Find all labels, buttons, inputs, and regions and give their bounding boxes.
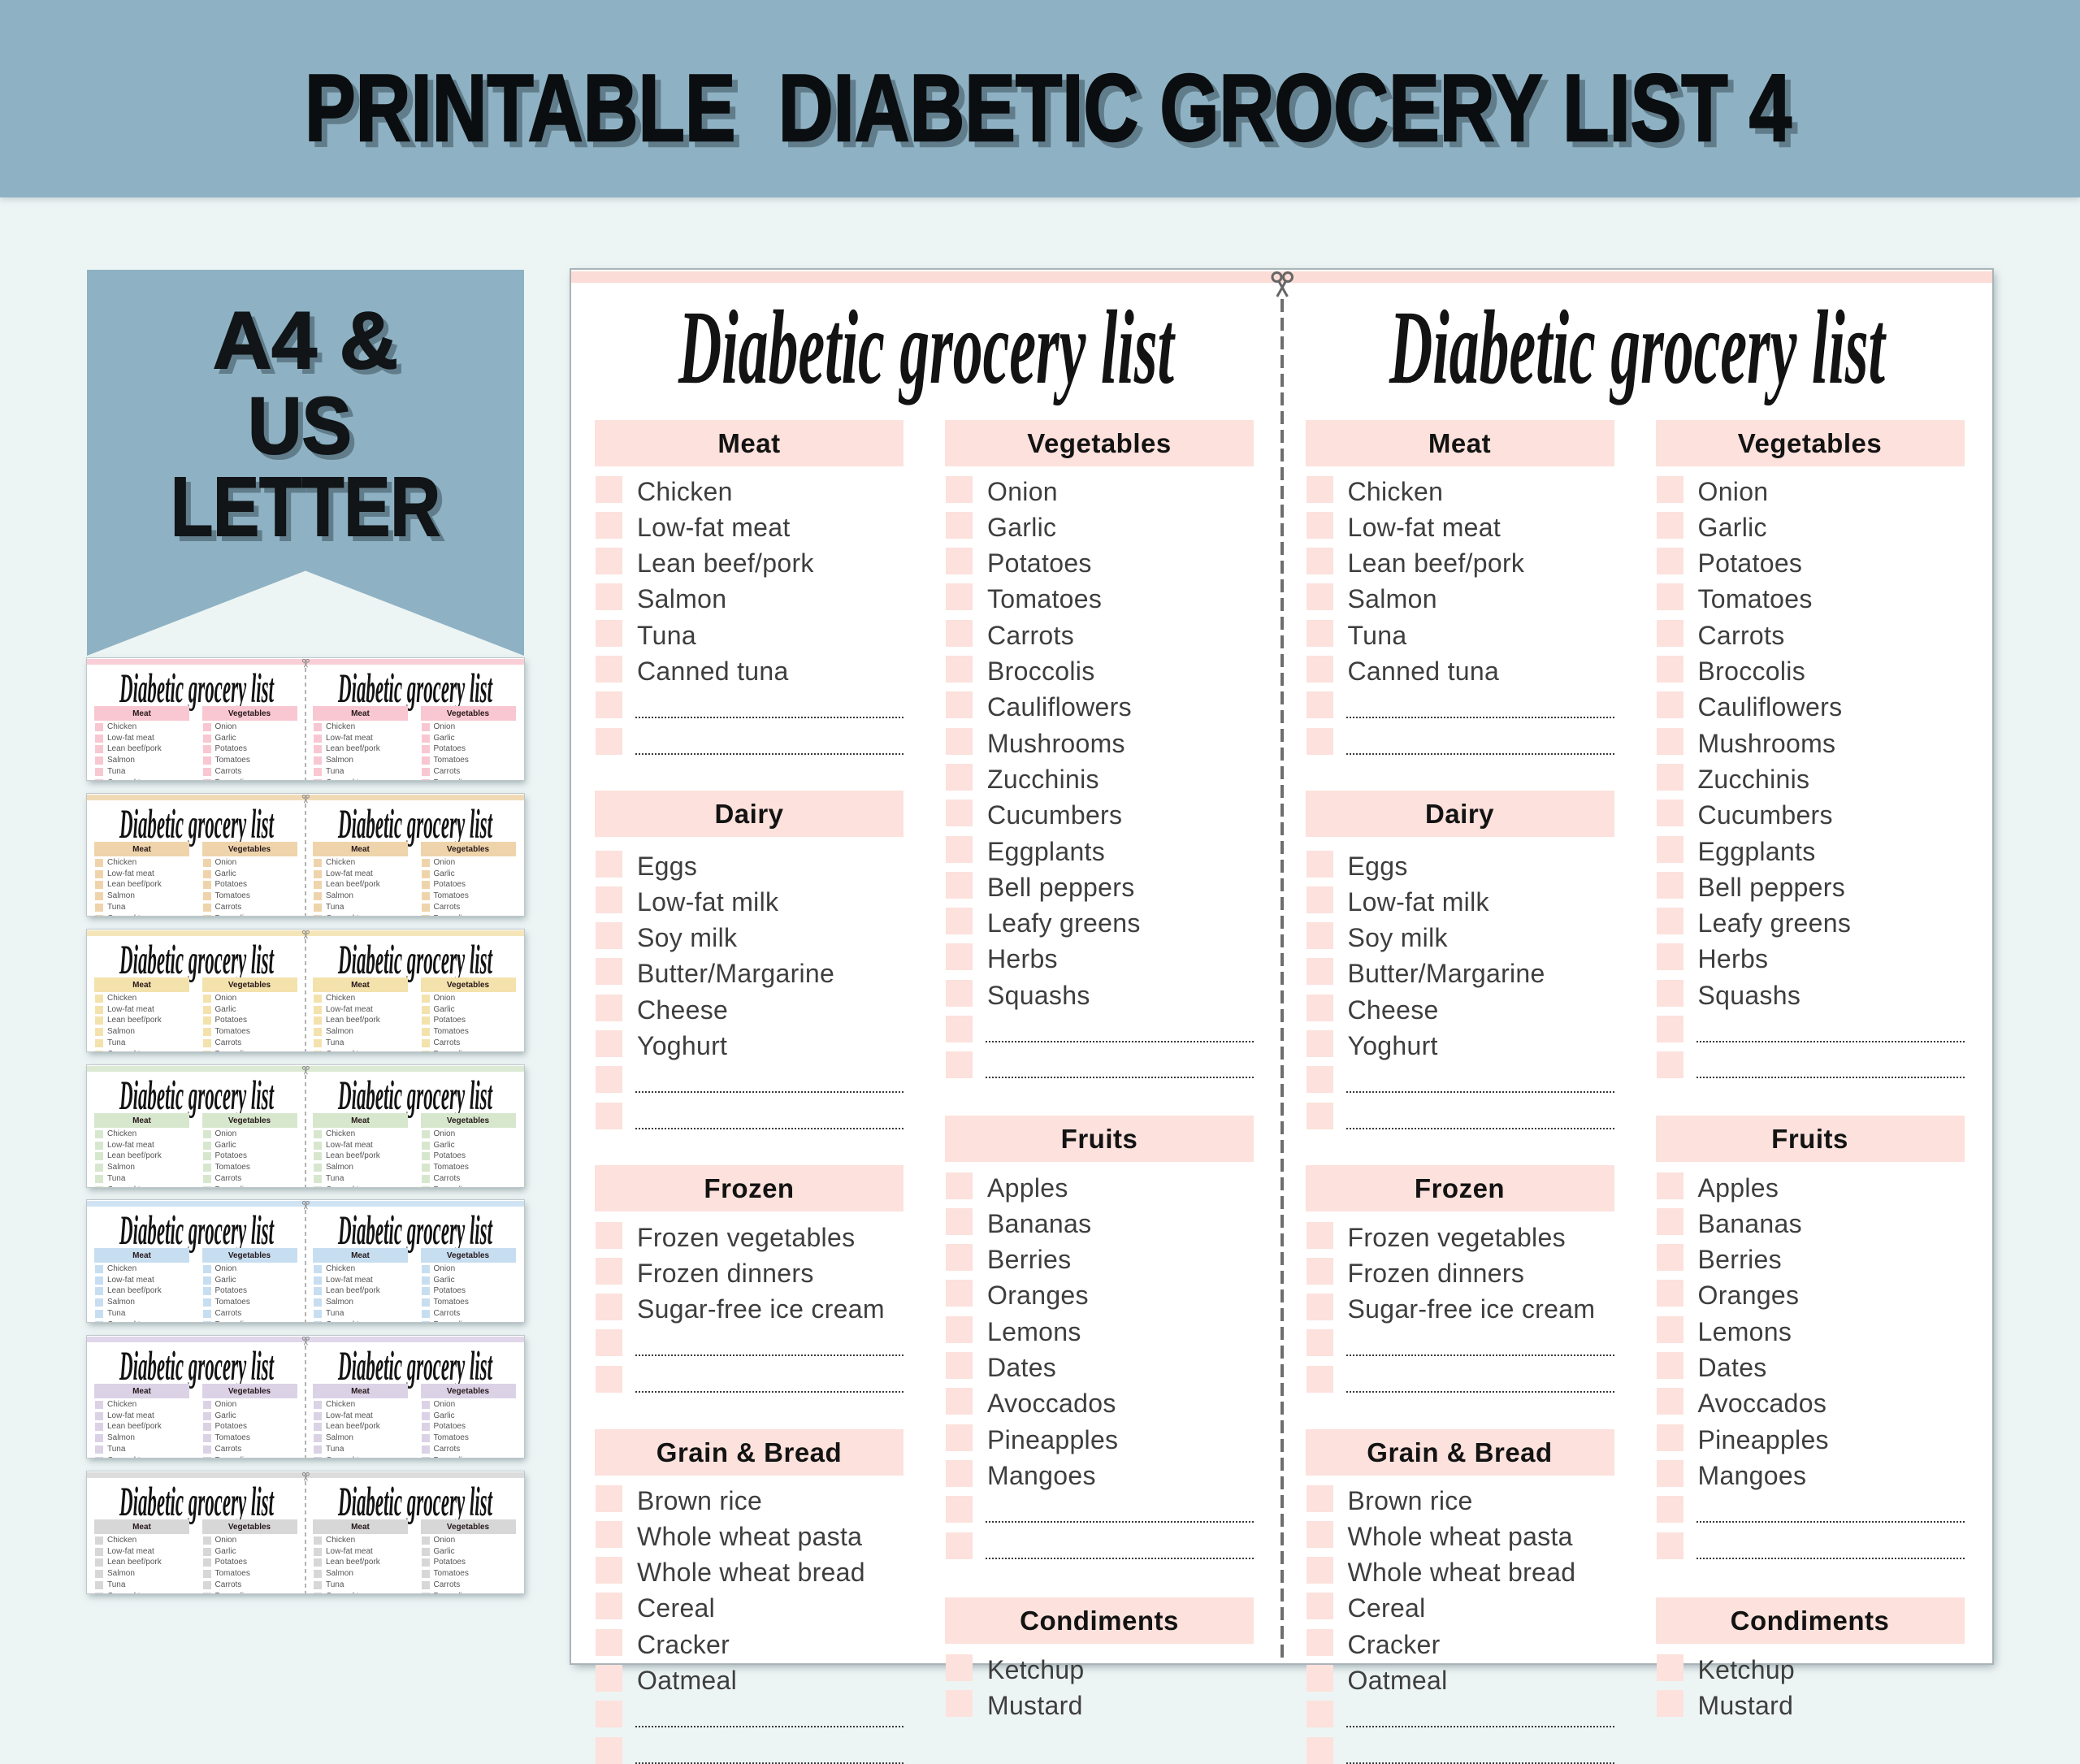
svg-text:LETTER: LETTER (176, 465, 445, 558)
svg-text:PRINTABLE DIABETIC GROCERY LI: PRINTABLE DIABETIC GROCERY LIST 4 (305, 54, 1792, 161)
svg-text:Diabetic grocery list: Diabetic grocery list (337, 1073, 492, 1119)
svg-text:Diabetic grocery list: Diabetic grocery list (119, 1344, 274, 1389)
svg-text:Diabetic grocery list: Diabetic grocery list (337, 1480, 492, 1525)
svg-text:Diabetic grocery list: Diabetic grocery list (337, 1344, 492, 1389)
svg-text:Diabetic grocery list: Diabetic grocery list (337, 938, 492, 983)
svg-text:Diabetic grocery list: Diabetic grocery list (337, 1208, 492, 1254)
svg-text:Diabetic grocery list: Diabetic grocery list (119, 666, 274, 712)
svg-text:Diabetic grocery list: Diabetic grocery list (119, 938, 274, 983)
svg-text:US: US (253, 385, 357, 475)
svg-text:Diabetic grocery list: Diabetic grocery list (337, 802, 492, 847)
svg-text:US: US (248, 380, 352, 470)
svg-text:Diabetic grocery list: Diabetic grocery list (119, 1208, 274, 1254)
svg-text:PRINTABLE DIABETIC GROCERY LI: PRINTABLE DIABETIC GROCERY LIST 4 (310, 60, 1797, 167)
svg-text:A4 &: A4 & (218, 300, 403, 390)
svg-text:Diabetic grocery list: Diabetic grocery list (119, 1480, 274, 1525)
svg-text:Diabetic grocery list: Diabetic grocery list (119, 802, 274, 847)
svg-text:LETTER: LETTER (171, 460, 440, 553)
svg-text:Diabetic grocery list: Diabetic grocery list (1389, 289, 1887, 406)
svg-text:Diabetic grocery list: Diabetic grocery list (119, 1073, 274, 1119)
svg-text:Diabetic grocery list: Diabetic grocery list (678, 289, 1176, 406)
svg-text:A4 &: A4 & (213, 295, 398, 385)
svg-text:Diabetic grocery list: Diabetic grocery list (337, 666, 492, 712)
